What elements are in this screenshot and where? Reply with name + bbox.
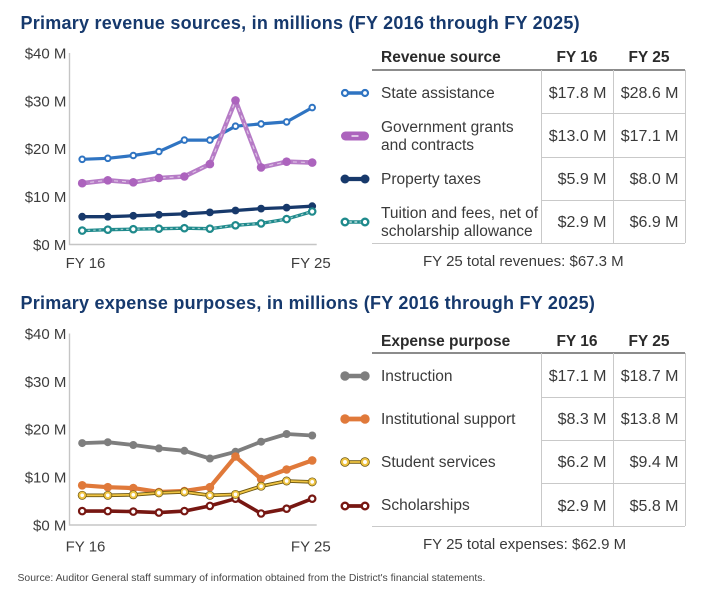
svg-text:$0 M: $0 M — [33, 517, 66, 534]
svg-text:FY 25: FY 25 — [291, 539, 331, 556]
svg-text:$20 M: $20 M — [25, 141, 67, 158]
svg-text:$10 M: $10 M — [25, 189, 67, 206]
svg-text:FY 25: FY 25 — [291, 255, 331, 272]
svg-text:FY 16: FY 16 — [66, 539, 106, 556]
svg-text:$30 M: $30 M — [25, 374, 67, 391]
svg-text:$20 M: $20 M — [25, 422, 67, 439]
svg-text:$40 M: $40 M — [25, 45, 67, 62]
svg-text:FY 16: FY 16 — [66, 255, 106, 272]
svg-text:$30 M: $30 M — [25, 93, 67, 110]
svg-text:$40 M: $40 M — [25, 326, 67, 343]
svg-text:$10 M: $10 M — [25, 470, 67, 487]
svg-text:$0 M: $0 M — [33, 237, 66, 254]
